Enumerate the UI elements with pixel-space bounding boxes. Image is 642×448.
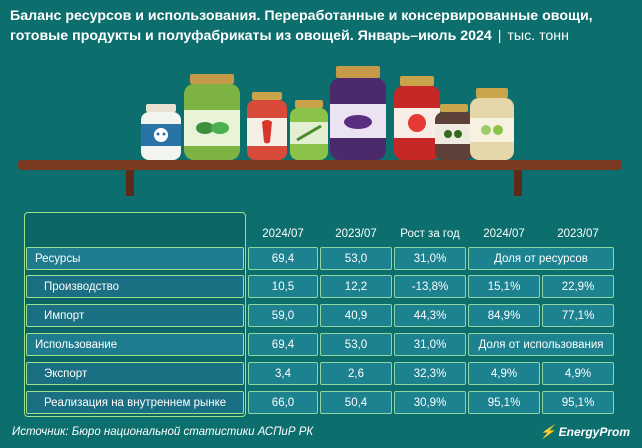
table-cell: 10,5 bbox=[248, 275, 318, 298]
row-label: Использование bbox=[26, 333, 244, 356]
column-header: 2024/07 bbox=[483, 227, 525, 240]
table-cell: 31,0% bbox=[394, 247, 466, 270]
chart-title: Баланс ресурсов и использования. Перераб… bbox=[10, 6, 630, 46]
table-cell: 30,9% bbox=[394, 391, 466, 414]
column-header: 2023/07 bbox=[335, 227, 377, 240]
balance-table: 2024/07 2023/07 Рост за год 2024/07 2023/07 Р… bbox=[24, 212, 618, 417]
table-cell: 53,0 bbox=[320, 333, 392, 356]
column-header: 2024/07 bbox=[262, 227, 304, 240]
table-cell: 15,1% bbox=[468, 275, 540, 298]
table-cell: 22,9% bbox=[542, 275, 614, 298]
table-cell: 77,1% bbox=[542, 304, 614, 327]
table-cell: -13,8% bbox=[394, 275, 466, 298]
jar-white-icon bbox=[141, 104, 181, 160]
source-note: Источник: Бюро национальной статистики А… bbox=[12, 426, 314, 438]
share-header: Доля от ресурсов bbox=[468, 247, 614, 270]
table-cell: 53,0 bbox=[320, 247, 392, 270]
table-cell: 4,9% bbox=[542, 362, 614, 385]
row-label: Производство bbox=[26, 275, 244, 298]
jar-green-olive-icon bbox=[470, 88, 514, 160]
table-cell: 59,0 bbox=[248, 304, 318, 327]
jar-tomato-icon bbox=[394, 76, 440, 160]
shelf-leg-right bbox=[514, 170, 522, 196]
title-separator: | bbox=[497, 28, 502, 44]
share-header: Доля от использования bbox=[468, 333, 614, 356]
table-cell: 40,9 bbox=[320, 304, 392, 327]
jar-olive-icon bbox=[435, 104, 473, 160]
table-cell: 4,9% bbox=[468, 362, 540, 385]
table-cell: 32,3% bbox=[394, 362, 466, 385]
row-label: Импорт bbox=[26, 304, 244, 327]
shelf-board bbox=[18, 160, 622, 170]
row-label: Экспорт bbox=[26, 362, 244, 385]
table-cell: 69,4 bbox=[248, 333, 318, 356]
table-cell: 69,4 bbox=[248, 247, 318, 270]
row-label: Реализация на внутреннем рынке bbox=[26, 391, 244, 414]
table-cell: 44,3% bbox=[394, 304, 466, 327]
table-cell: 66,0 bbox=[248, 391, 318, 414]
column-header: Рост за год bbox=[400, 227, 460, 240]
table-cell: 31,0% bbox=[394, 333, 466, 356]
jars-illustration bbox=[18, 66, 622, 196]
table-cell: 84,9% bbox=[468, 304, 540, 327]
table-cell: 12,2 bbox=[320, 275, 392, 298]
energyprom-logo: ⚡ EnergyProm bbox=[539, 424, 630, 440]
table-cell: 95,1% bbox=[542, 391, 614, 414]
shelf-leg-left bbox=[126, 170, 134, 196]
column-header: 2023/07 bbox=[557, 227, 599, 240]
jar-pepper-icon bbox=[247, 92, 287, 160]
jar-eggplant-icon bbox=[330, 66, 386, 160]
table-cell: 50,4 bbox=[320, 391, 392, 414]
logo-text: EnergyProm bbox=[558, 425, 630, 439]
table-cell: 3,4 bbox=[248, 362, 318, 385]
jar-beans-icon bbox=[290, 100, 328, 160]
title-unit: тыс. тонн bbox=[507, 28, 569, 44]
table-cell: 2,6 bbox=[320, 362, 392, 385]
jar-cucumber-icon bbox=[184, 74, 240, 160]
title-text: Баланс ресурсов и использования. Перераб… bbox=[10, 8, 593, 44]
table-cell: 95,1% bbox=[468, 391, 540, 414]
row-label: Ресурсы bbox=[26, 247, 244, 270]
lightning-icon: ⚡ bbox=[539, 424, 556, 439]
